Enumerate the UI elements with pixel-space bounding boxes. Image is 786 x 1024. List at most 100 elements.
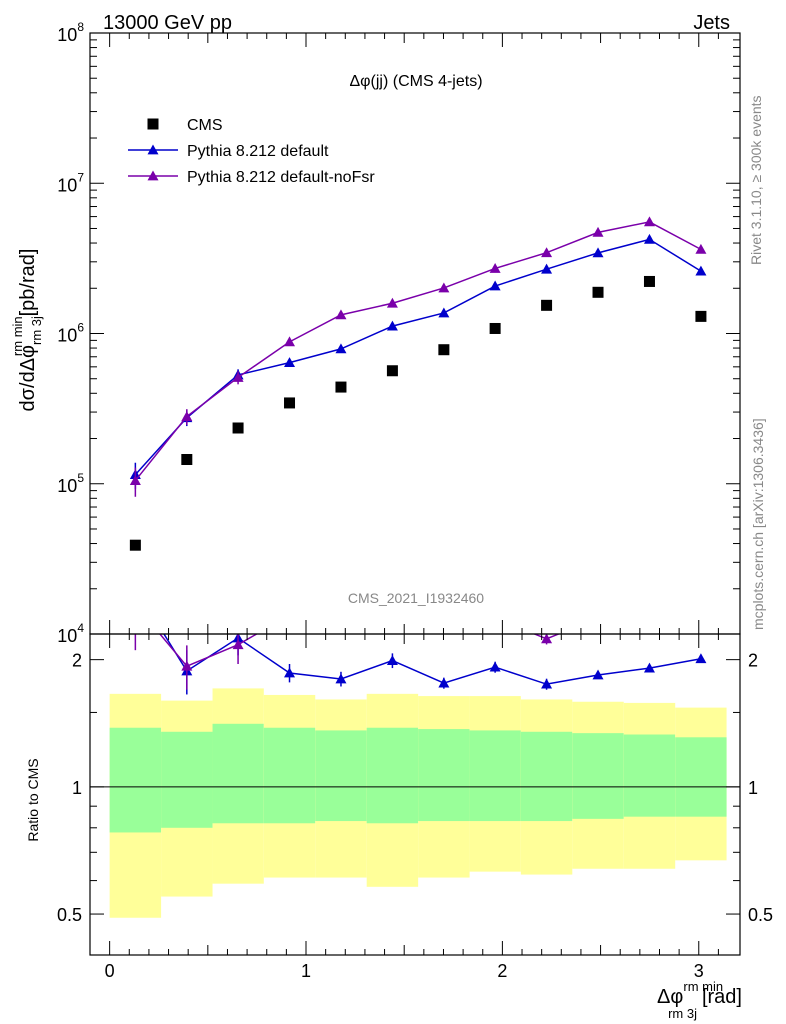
ratio-band-inner [366,727,419,824]
data-point-cms [438,344,450,356]
ratio-tick-label: 2 [72,651,82,671]
data-point-cms [541,299,553,311]
y-tick-label-exp: 4 [77,621,84,635]
ratio-line-nofsr [158,634,561,668]
data-point-cms [386,365,398,377]
ratio-point-nofsr [130,599,141,609]
y-tick-label: 106 [57,321,84,346]
data-point-cms [284,397,296,409]
data-point-default [284,357,296,368]
data-point-default [643,233,655,244]
y-axis-title-main: dσ/dΔφ [17,345,39,412]
ratio-point-nofsr [644,614,655,624]
ratio-plot: 0.5 0.5 1 1 2 2 0 1 2 3 [57,579,773,981]
ratio-axis-title: Ratio to CMS [25,758,41,841]
data-point-nofsr [541,247,553,258]
ratio-band-inner [161,731,213,828]
ratio-band-inner [572,733,624,819]
legend-marker [147,170,159,181]
y-tick-label: 105 [57,471,84,496]
x-axis-title-unit: [rad] [702,986,742,1008]
data-point-cms [232,422,244,434]
y-tick-label-exp: 7 [77,170,84,184]
ratio-point-default [541,678,553,689]
ratio-point-default [438,677,450,688]
ratio-point-nofsr [181,660,193,671]
ratio-band-inner [418,729,470,822]
data-point-nofsr [438,282,450,293]
ratio-point-default [695,653,707,664]
y-axis-title: dσ/dΔφrm 3j rm min[pb/rad] [10,249,44,412]
ratio-tick-label: 1 [72,778,82,798]
x-tick-label: 3 [694,961,704,981]
data-point-default [335,343,347,354]
ratio-tick-label-right: 1 [748,778,758,798]
ratio-band-inner [315,730,367,822]
ratio-series-group [130,579,707,695]
series-line-nofsr [134,221,702,482]
data-point-nofsr [489,262,501,273]
data-point-default [695,265,707,276]
data-point-default [592,247,604,258]
legend: CMS Pythia 8.212 default Pythia 8.212 defa… [128,117,375,186]
ratio-band-inner [212,723,264,824]
y-tick-label-base: 10 [57,476,77,496]
ratio-band-inner [469,730,521,822]
ratio-point-nofsr [335,579,346,589]
header-right-label: Jets [693,12,730,34]
data-point-nofsr [335,309,347,320]
ratio-band-inner [675,737,727,817]
data-point-default [541,263,553,274]
data-point-nofsr [284,336,296,347]
ratio-point-nofsr [541,634,553,644]
ratio-point-nofsr [438,607,449,617]
y-axis-title-unit: [pb/rad] [17,249,39,317]
x-tick-label: 0 [105,961,115,981]
data-point-nofsr [232,371,244,382]
ratio-point-default [489,661,501,672]
data-point-cms [181,454,193,466]
ratio-point-default [335,673,347,684]
watermark: CMS_2021_I1932460 [348,590,484,606]
ratio-point-nofsr [695,593,706,603]
ratio-point-default [592,669,604,680]
y-tick-label-base: 10 [57,25,77,45]
ratio-point-default [643,662,655,673]
legend-label: CMS [187,117,223,134]
data-point-nofsr [129,475,141,485]
rivet-label: Rivet 3.1.10, ≥ 300k events [748,95,764,265]
y-tick-label: 104 [57,621,84,646]
data-point-cms [592,286,604,298]
ratio-frame [89,633,741,956]
data-point-nofsr [643,216,655,227]
ratio-tick-label-right: 0.5 [748,905,773,925]
data-point-nofsr [386,297,398,308]
ratio-point-nofsr [232,639,244,650]
y-axis-title-sub: rm 3j [29,316,44,345]
x-axis-title-sub: rm 3j [668,1006,697,1021]
ratio-band-inner [623,734,676,817]
y-axis-title-sup: rm min [10,316,25,356]
data-point-default [489,280,501,291]
x-tick-label: 1 [301,961,311,981]
ratio-point-default [130,582,141,592]
ratio-point-nofsr [593,612,604,622]
ratio-point-nofsr [284,610,295,620]
y-tick-label-base: 10 [57,175,77,195]
legend-marker [147,144,159,155]
y-tick-label-exp: 8 [77,20,84,34]
data-point-cms [643,275,655,287]
data-point-nofsr [695,243,707,254]
ratio-point-default [386,655,398,665]
data-point-cms [489,322,501,334]
y-tick-label-base: 10 [57,326,77,346]
data-point-cms [695,310,707,322]
data-point-cms [335,381,347,393]
legend-label: Pythia 8.212 default-noFsr [187,169,375,186]
x-axis-title-main: Δφ [657,986,683,1008]
ratio-point-default [284,667,296,678]
ratio-band-inner [263,727,316,824]
data-point-nofsr [181,411,193,421]
y-tick-label-exp: 6 [77,321,84,335]
